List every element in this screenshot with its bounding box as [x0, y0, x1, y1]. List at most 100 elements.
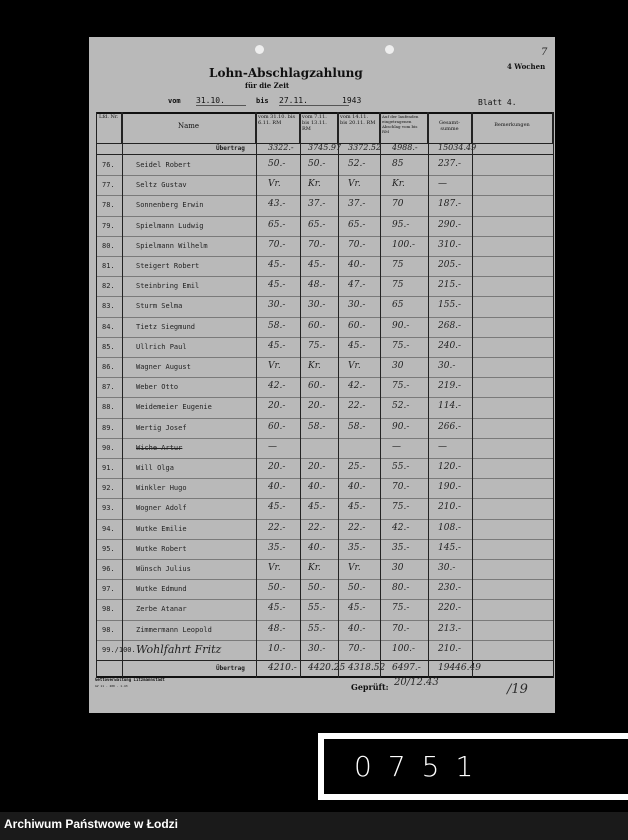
cell-total: 213.- — [438, 623, 462, 634]
cell-w2: 60.- — [308, 381, 326, 392]
cell-w1: 45.- — [268, 340, 286, 351]
cell-w1: 50.- — [268, 583, 286, 594]
table-row: 96. Wünsch Julius Vr. Kr. Vr. 30 30.- — [96, 560, 553, 581]
cell-nr: 80. — [102, 241, 115, 250]
cell-w1: 30.- — [268, 300, 286, 311]
carry-in-row: Übertrag 3322.- 3745.97 3372.52 4988.- 15034.… — [96, 143, 553, 155]
carry-out-label: Übertrag — [216, 665, 245, 672]
cell-w2: 48.- — [308, 280, 326, 291]
cell-nr: 76. — [102, 161, 115, 169]
cell-total: 120.- — [438, 462, 462, 472]
cell-w2: Kr. — [308, 361, 321, 371]
checked-label: Geprüft: — [351, 682, 389, 692]
cell-name: Zerbe Atanar — [136, 605, 187, 614]
cell-name: Weidemeier Eugenie — [136, 403, 212, 412]
cell-w3: Vr. — [348, 563, 361, 573]
column-divider — [338, 112, 339, 678]
column-divider — [122, 112, 123, 678]
table-row: 83. Sturm Selma 30.- 30.- 30.- 65 155.- — [96, 297, 553, 318]
cell-nr: 87. — [102, 383, 115, 392]
cell-w3: 3372.52 — [348, 143, 382, 152]
table-row: 79. Spielmann Ludwig 65.- 65.- 65.- 95.- 290.- — [96, 217, 553, 237]
checked-signature: 20/12.43 — [394, 677, 439, 688]
cell-nr: 81. — [102, 262, 115, 270]
cell-w4: 90.- — [392, 320, 410, 331]
col-header-week3: vom 14.11. bis 20.11. RM — [338, 112, 380, 143]
cell-total: 266.- — [438, 421, 462, 432]
cell-w2: 58.- — [308, 421, 326, 432]
cell-total: 210.- — [438, 502, 462, 513]
cell-w1: 42.- — [268, 381, 286, 392]
cell-total: 145.- — [438, 542, 462, 553]
table-row: 81. Steigert Robert 45.- 45.- 40.- 75 205.- — [96, 257, 553, 278]
cell-w4: 75.- — [392, 502, 410, 513]
cell-total: 30.- — [438, 563, 456, 573]
cell-w4: 4988.- — [392, 143, 418, 152]
cell-total: 215.- — [438, 280, 462, 291]
cell-w4: 100.- — [392, 643, 416, 654]
cell-w2: 60.- — [308, 320, 326, 331]
issuer: Gettoverwaltung Litzmannstadt — [95, 677, 165, 682]
cell-name: Weber Otto — [136, 383, 179, 392]
cell-nr: 96. — [102, 565, 115, 573]
cell-w3: 50.- — [348, 583, 366, 594]
cell-w2: 40.- — [308, 482, 326, 493]
cell-nr: 93. — [102, 504, 115, 513]
cell-total: 268.- — [438, 320, 462, 331]
cell-nr: 98. — [102, 625, 115, 634]
col-header-total: Gesamt-summe — [428, 112, 472, 143]
table-row: 86. Wagner August Vr. Kr. Vr. 30 30.- — [96, 358, 553, 379]
cell-w4: Kr. — [392, 179, 405, 190]
cell-total: 205.- — [438, 260, 462, 270]
cell-nr: 97. — [102, 585, 115, 594]
cell-total: 230.- — [438, 583, 462, 594]
cell-name: Wünsch Julius — [136, 565, 191, 573]
cell-total: 15034.49 — [438, 143, 477, 152]
cell-w3: 22.- — [348, 401, 366, 412]
document-page: Lohn-Abschlagzahlung für die Zeit 4 Woch… — [89, 37, 555, 713]
cell-w3: 37.- — [348, 199, 366, 210]
cell-w1: 45.- — [268, 502, 286, 513]
cell-total: 210.- — [438, 643, 462, 654]
cell-w4: 95.- — [392, 219, 410, 230]
col-header-week4: Auf der laufenden eingetragenen Abschlag… — [380, 112, 428, 143]
page-mark: /19 — [507, 682, 528, 697]
column-divider — [256, 112, 257, 678]
cell-w2: 3745.97 — [308, 143, 342, 152]
table-row: 80. Spielmann Wilhelm 70.- 70.- 70.- 100.- 310… — [96, 237, 553, 257]
cell-w2: 20.- — [308, 462, 326, 472]
cell-w1: Vr. — [268, 361, 281, 371]
table-row: 92. Winkler Hugo 40.- 40.- 40.- 70.- 190.- — [96, 479, 553, 500]
cell-total: 155.- — [438, 300, 462, 311]
cell-w4: 42.- — [392, 522, 410, 533]
table-row: 95. Wutke Robert 35.- 40.- 35.- 35.- 145.- — [96, 540, 553, 560]
cell-w1: Vr. — [268, 563, 281, 573]
cell-w2: 45.- — [308, 502, 326, 513]
cell-w3: 42.- — [348, 381, 366, 392]
table-row: 93. Wogner Adolf 45.- 45.- 45.- 75.- 210.- — [96, 499, 553, 520]
cell-total: 108.- — [438, 522, 462, 533]
cell-w1: 35.- — [268, 542, 286, 553]
cell-nr: 84. — [102, 322, 115, 331]
table-row: 82. Steinbring Emil 45.- 48.- 47.- 75 215.- — [96, 277, 553, 298]
cell-name: Seltz Gustav — [136, 181, 187, 190]
cell-nr: 83. — [102, 302, 115, 311]
cell-name: Wagner August — [136, 363, 191, 371]
col-header-name: Name — [122, 112, 256, 143]
cell-w4: 75.- — [392, 340, 410, 351]
cell-w2: 50.- — [308, 583, 326, 594]
cell-name: Seidel Robert — [136, 161, 191, 169]
cell-w1: 43.- — [268, 199, 286, 210]
table-row: 89. Wertig Josef 60.- 58.- 58.- 90.- 266.- — [96, 419, 553, 439]
cell-w1: 60.- — [268, 421, 286, 432]
cell-nr: 94. — [102, 524, 115, 533]
table-row: 78. Sonnenberg Erwin 43.- 37.- 37.- 70 187.- — [96, 196, 553, 217]
cell-w3: 25.- — [348, 462, 366, 472]
col-header-week2: vom 7.11. bis 13.11. RM — [300, 112, 338, 143]
table-row: 97. Wutke Edmund 50.- 50.- 50.- 80.- 230.- — [96, 580, 553, 601]
bis-label: bis — [256, 97, 269, 105]
cell-w2: 70.- — [308, 239, 326, 250]
cell-w3: 70.- — [348, 643, 366, 654]
cell-w1: 20.- — [268, 462, 286, 472]
cell-w1: 20.- — [268, 401, 286, 412]
